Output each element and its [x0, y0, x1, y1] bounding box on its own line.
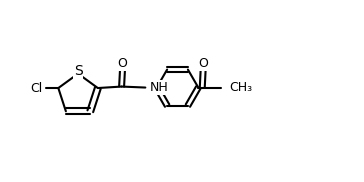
- Text: O: O: [118, 57, 127, 70]
- Text: S: S: [74, 64, 83, 78]
- Text: CH₃: CH₃: [229, 81, 252, 94]
- Text: O: O: [198, 57, 208, 70]
- Text: NH: NH: [150, 81, 169, 94]
- Text: Cl: Cl: [30, 82, 43, 94]
